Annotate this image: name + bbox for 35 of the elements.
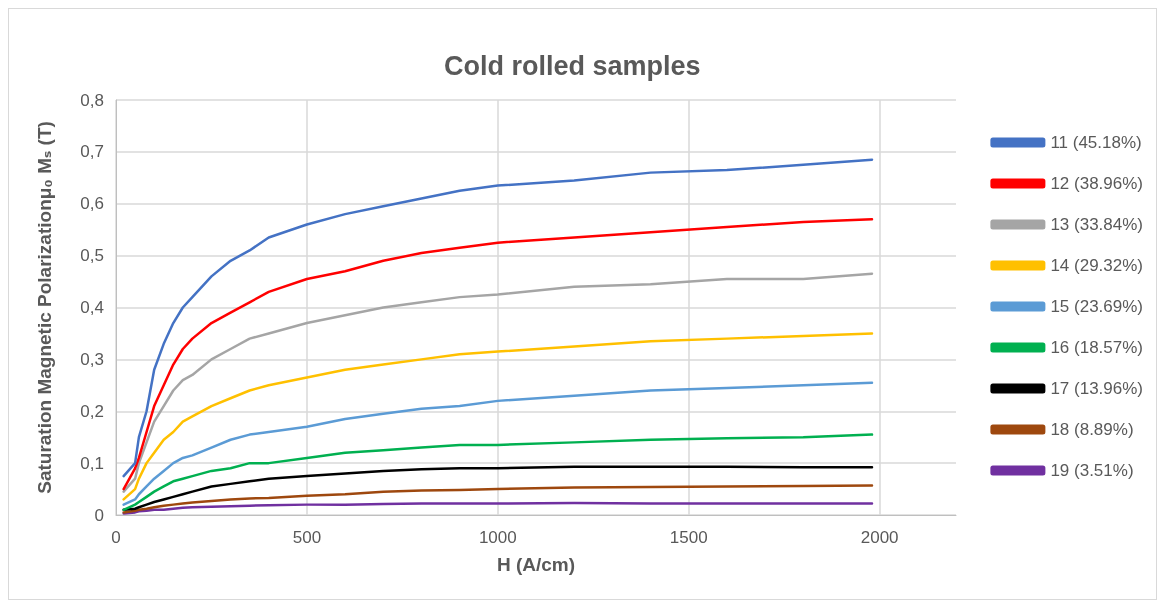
y-tick-label: 0,5 [80,246,104,266]
y-tick-label: 0,6 [80,194,104,214]
legend-label: 15 (23.69%) [1050,297,1144,316]
y-tick-label: 0,3 [80,349,104,369]
line-series [122,218,874,491]
y-tick-label: 0,4 [80,298,104,317]
line-series [122,272,874,493]
legend-label: 13 (33.84%) [1050,215,1144,234]
y-tick-label: 0,8 [80,90,104,110]
legend-label: 18 (8.89%) [1050,420,1134,439]
legend-label: 14 (29.32%) [1050,256,1144,275]
y-tick-label: 0 [94,505,104,525]
chart-title: Cold rolled samples [444,50,701,81]
legend-label: 11 (45.18%) [1050,133,1142,152]
line-series [122,484,874,514]
x-axis-title: H (A/cm) [496,554,576,575]
line-series [122,433,874,512]
x-tick-label: 500 [292,528,322,547]
line-series [122,158,874,478]
y-tick-label: 0,7 [80,142,104,162]
line-series [122,501,874,515]
line-series [122,381,874,506]
y-tick-label: 0,1 [80,453,104,473]
x-tick-label: 2000 [860,528,899,547]
legend-label: 19 (3.51%) [1050,461,1134,480]
x-tick-label: 1000 [478,528,517,547]
line-series [122,465,874,512]
y-axis-title: Saturation Magnetic Polarizationμ₀ Mₛ (T) [34,121,55,494]
legend-label: 17 (13.96%) [1050,379,1144,398]
y-tick-label: 0,2 [80,401,104,421]
legend-label: 12 (38.96%) [1050,174,1144,193]
x-tick-label: 0 [111,528,121,547]
x-tick-label: 1500 [669,528,708,547]
line-series [122,332,874,501]
legend-label: 16 (18.57%) [1050,338,1144,357]
